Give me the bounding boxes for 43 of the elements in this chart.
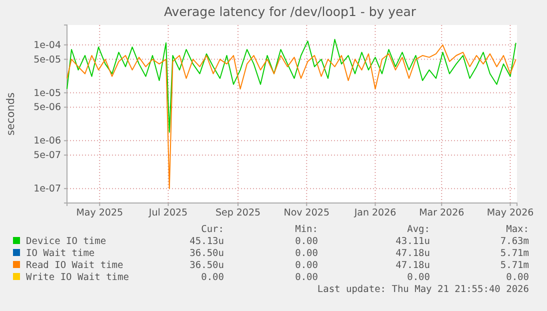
- chart-title: Average latency for /dev/loop1 - by year: [164, 4, 417, 19]
- line-series: [66, 38, 516, 133]
- text: 47.18u: [396, 248, 430, 259]
- x-tick-label: Mar 2026: [419, 208, 464, 219]
- text: 0.00: [295, 272, 318, 283]
- text: 0.00: [295, 236, 318, 247]
- legend-label: Read IO Wait time: [26, 260, 124, 271]
- text: 7.63m: [500, 236, 530, 247]
- line-series: [66, 44, 516, 190]
- y-axis-title: seconds: [5, 92, 17, 136]
- legend-label: Write IO Wait time: [26, 272, 130, 283]
- y-tick-label: 5e-05: [34, 54, 61, 66]
- text: 0.00: [407, 272, 430, 283]
- y-tick-label: 1e-04: [34, 40, 61, 51]
- y-tick-label: 1e-06: [34, 136, 61, 147]
- x-tick-label: May 2025: [76, 208, 124, 219]
- x-tick-label: Jul 2025: [148, 208, 188, 219]
- text: 0.00: [295, 248, 318, 259]
- text: 0.00: [201, 272, 224, 283]
- x-tick-label: May 2026: [486, 208, 534, 219]
- text: Last update: Thu May 21 21:55:40 2026: [317, 284, 530, 295]
- text: 5.71m: [500, 248, 530, 259]
- text: 36.50u: [190, 260, 224, 271]
- text: 47.18u: [396, 260, 430, 271]
- text: 36.50u: [190, 248, 224, 259]
- text: 5.71m: [500, 260, 530, 271]
- text: Cur:: [201, 224, 224, 235]
- y-tick-label: 1e-05: [34, 88, 61, 99]
- text: 43.11u: [396, 236, 430, 247]
- text: 45.13u: [190, 236, 224, 247]
- legend-label: Device IO time: [26, 236, 106, 247]
- y-tick-label: 5e-06: [34, 102, 61, 114]
- y-tick-label: 1e-07: [34, 184, 61, 195]
- x-tick-label: Sep 2025: [215, 208, 261, 219]
- text: 0.00: [506, 272, 530, 283]
- text: Max:: [506, 224, 529, 235]
- text: Min:: [295, 224, 318, 235]
- x-tick-label: Nov 2025: [284, 208, 330, 219]
- text: Avg:: [407, 224, 430, 235]
- legend-label: IO Wait time: [26, 248, 95, 259]
- x-tick-label: Jan 2026: [353, 208, 396, 219]
- text: 0.00: [295, 260, 318, 271]
- y-tick-label: 5e-07: [34, 150, 61, 162]
